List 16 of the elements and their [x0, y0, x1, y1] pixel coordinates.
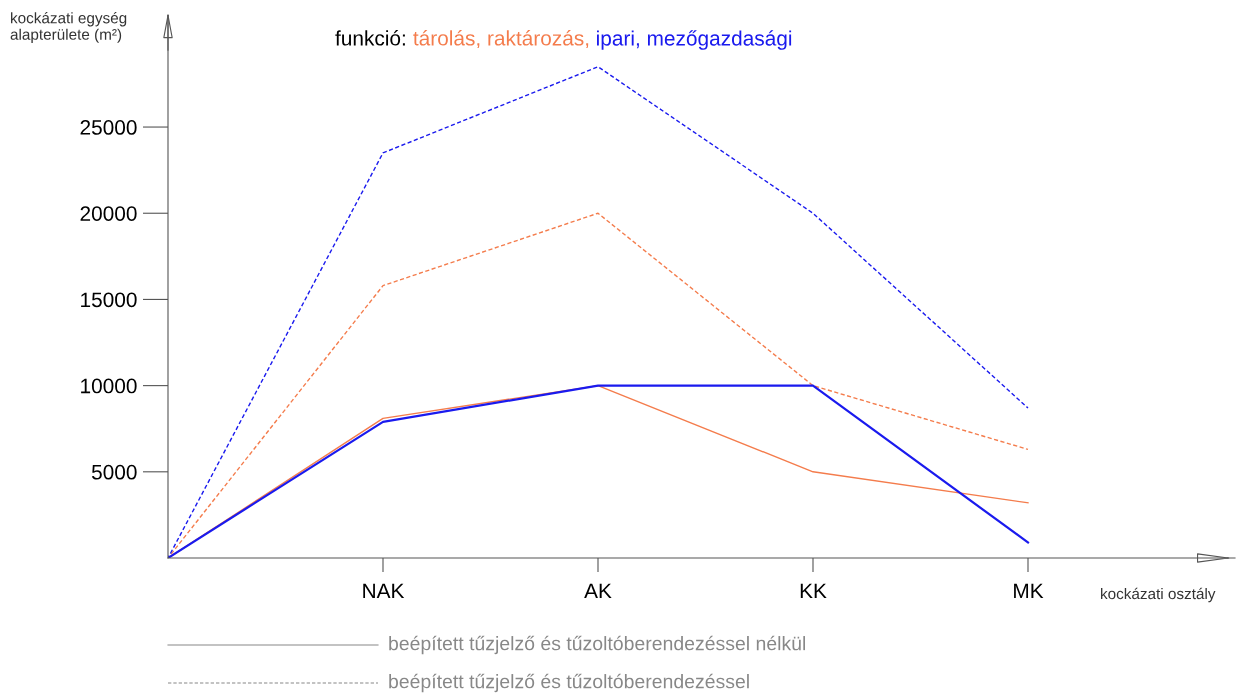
text: funkció:: [335, 30, 405, 46]
x-axis-title: kockázati osztály: [1101, 587, 1216, 603]
x-tick-label: MK: [1014, 583, 1044, 599]
x-tick-label: KK: [800, 583, 827, 599]
x-tick-label: AK: [584, 583, 612, 599]
y-tick-label: 25000: [80, 120, 137, 135]
annotation: tárolás, raktározás,: [413, 30, 589, 49]
x-tick-label: NAK: [363, 583, 405, 599]
y-tick-label: 20000: [80, 206, 137, 221]
text: beépített tűzjelző és tűzoltóberendezéssel nélkül: [389, 635, 806, 655]
y-tick-label: 10000: [81, 378, 137, 394]
text: beépített tűzjelző és tűzoltóberendezéssel: [389, 673, 749, 693]
annotation: ipari, mezőgazdasági: [597, 30, 792, 50]
y-axis-title: kockázati egység alapterülete (m²): [10, 12, 127, 43]
y-tick-label: 5000: [91, 464, 137, 480]
y-tick-label: 15000: [81, 292, 137, 308]
